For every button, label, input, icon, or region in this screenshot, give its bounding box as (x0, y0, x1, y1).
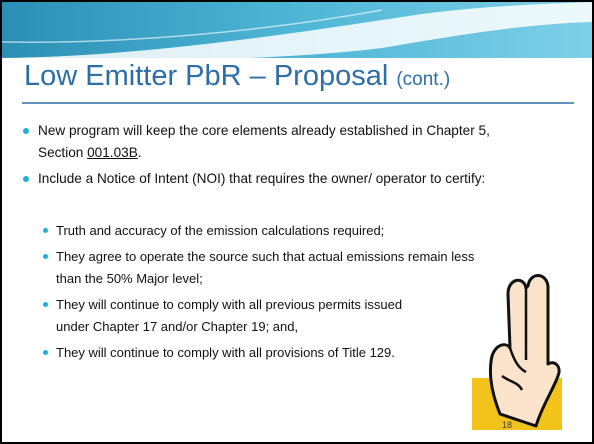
sub-bullet: They will continue to comply with all pr… (56, 342, 396, 364)
sub-bullet: Truth and accuracy of the emission calcu… (56, 220, 536, 242)
sub-bullet: They will continue to comply with all pr… (56, 294, 426, 338)
bullet: Include a Notice of Intent (NOI) that re… (38, 168, 508, 190)
sub-bullet-dot (43, 228, 48, 233)
sub-bullet: They agree to operate the source such th… (56, 246, 486, 290)
slide-number: 18 (502, 420, 512, 430)
bullet-dot (23, 128, 29, 134)
slide-title: Low Emitter PbR – Proposal (cont.) (24, 60, 450, 93)
bullet: New program will keep the core elements … (38, 120, 538, 164)
header-decoration (2, 2, 592, 112)
sub-bullet-dot (43, 302, 48, 307)
bullet-dot (23, 176, 29, 182)
hand-illustration (462, 264, 572, 434)
sub-bullet-dot (43, 350, 48, 355)
slide: Low Emitter PbR – Proposal (cont.) New p… (0, 0, 594, 444)
sub-bullet-dot (43, 254, 48, 259)
